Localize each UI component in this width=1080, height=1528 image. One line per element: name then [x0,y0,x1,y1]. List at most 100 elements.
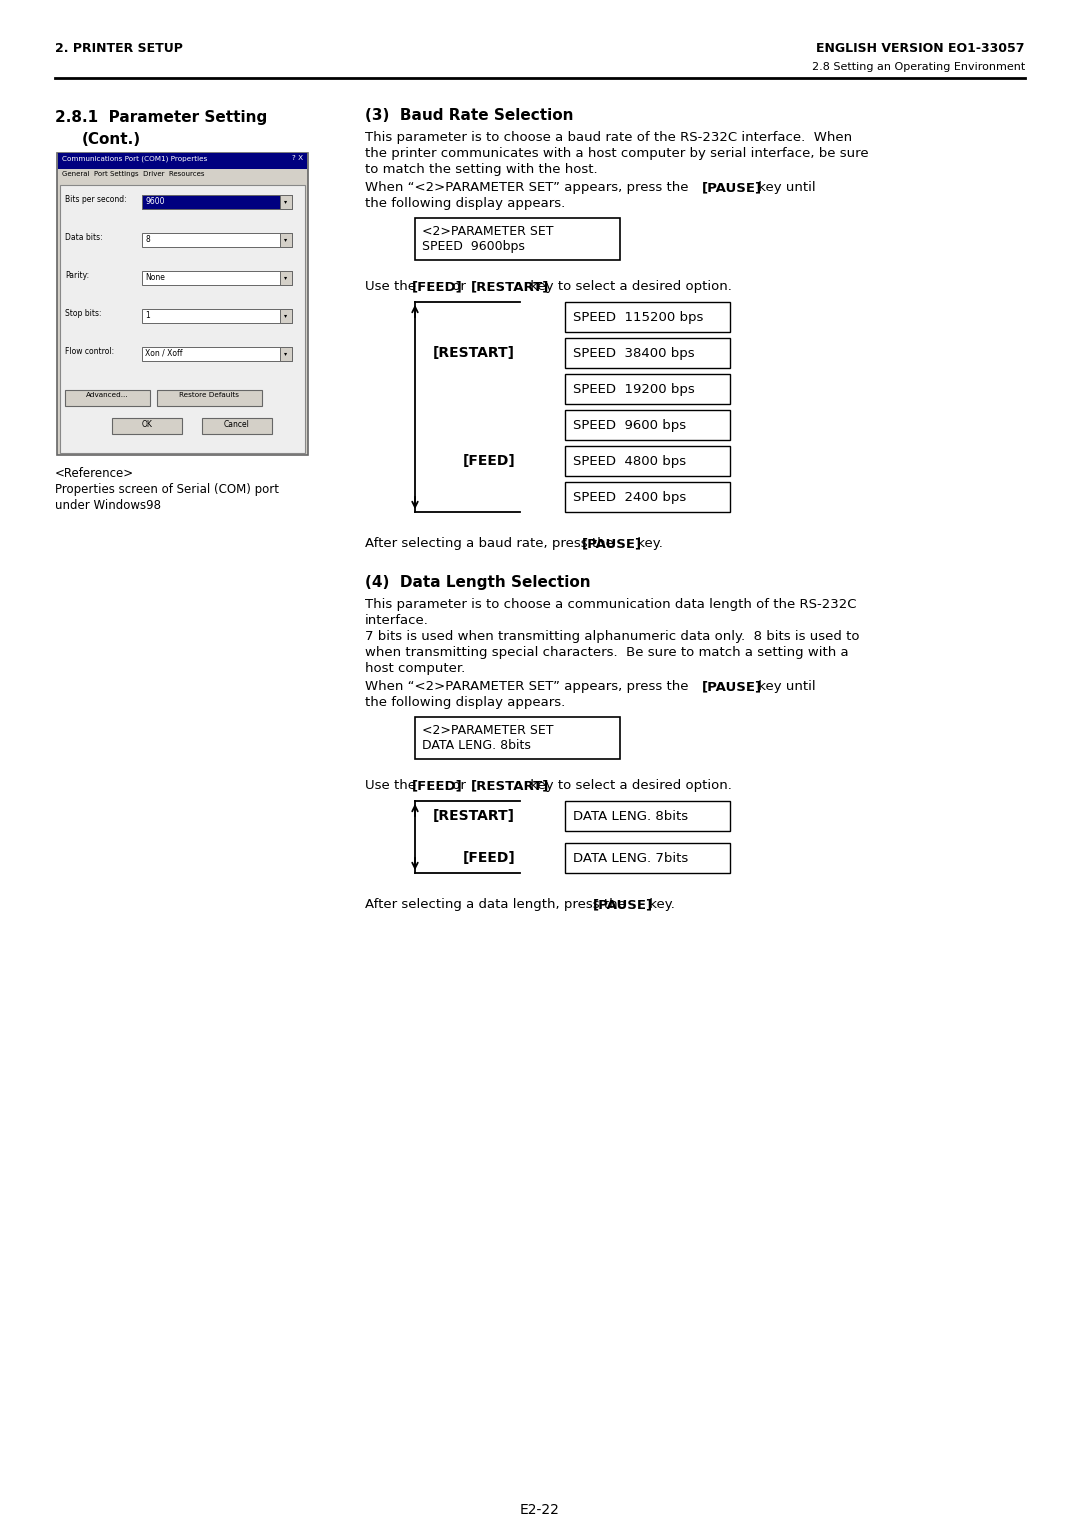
Text: the following display appears.: the following display appears. [365,197,565,209]
Bar [141,270,292,286]
Text: After selecting a baud rate, press the: After selecting a baud rate, press the [365,536,618,550]
Text: DATA LENG. 8bits: DATA LENG. 8bits [573,810,688,824]
Bar [565,303,730,332]
Text: 1: 1 [145,312,150,319]
Text: SPEED  4800 bps: SPEED 4800 bps [573,455,686,468]
Text: Communications Port (COM1) Properties: Communications Port (COM1) Properties [62,154,207,162]
Bar [141,196,292,209]
Bar [58,170,307,185]
Bar [280,196,292,209]
Bar [415,219,620,260]
Text: General  Port Settings  Driver  Resources: General Port Settings Driver Resources [62,171,204,177]
Text: Use the: Use the [365,280,420,293]
Text: ? X: ? X [292,154,303,160]
Text: [PAUSE]: [PAUSE] [593,898,652,911]
Text: When “<2>PARAMETER SET” appears, press the: When “<2>PARAMETER SET” appears, press t… [365,680,692,694]
Text: [FEED]: [FEED] [462,851,515,865]
Bar [141,347,292,361]
Text: Flow control:: Flow control: [65,347,114,356]
Text: This parameter is to choose a communication data length of the RS-232C: This parameter is to choose a communicat… [365,597,856,611]
Text: Properties screen of Serial (COM) port: Properties screen of Serial (COM) port [55,483,279,497]
Bar [60,185,305,452]
Text: Parity:: Parity: [65,270,90,280]
Text: the following display appears.: the following display appears. [365,695,565,709]
Text: Data bits:: Data bits: [65,232,103,241]
Bar [58,153,307,170]
Bar [565,410,730,440]
Text: <Reference>: <Reference> [55,468,134,480]
Text: Xon / Xoff: Xon / Xoff [145,348,183,358]
Text: SPEED  9600bps: SPEED 9600bps [422,240,525,254]
Bar [565,843,730,872]
Text: key to select a desired option.: key to select a desired option. [526,280,732,293]
Text: 8: 8 [145,235,150,244]
Bar [565,374,730,403]
Bar [65,390,150,406]
Text: ENGLISH VERSION EO1-33057: ENGLISH VERSION EO1-33057 [816,41,1025,55]
Text: [PAUSE]: [PAUSE] [702,180,762,194]
Bar [280,270,292,286]
Text: SPEED  115200 bps: SPEED 115200 bps [573,312,703,324]
Text: [PAUSE]: [PAUSE] [702,680,762,694]
Bar [280,309,292,322]
Text: [RESTART]: [RESTART] [471,779,550,792]
Bar [565,446,730,477]
Text: or: or [448,280,470,293]
Text: 7 bits is used when transmitting alphanumeric data only.  8 bits is used to: 7 bits is used when transmitting alphanu… [365,630,860,643]
Text: OK: OK [141,420,152,429]
Text: the printer communicates with a host computer by serial interface, be sure: the printer communicates with a host com… [365,147,868,160]
Bar [141,309,292,322]
Text: key until: key until [754,680,815,694]
Text: 2.8 Setting an Operating Environment: 2.8 Setting an Operating Environment [812,63,1025,72]
Text: host computer.: host computer. [365,662,465,675]
Text: None: None [145,274,165,283]
Text: 2.8.1  Parameter Setting: 2.8.1 Parameter Setting [55,110,267,125]
Bar [112,419,183,434]
Text: SPEED  38400 bps: SPEED 38400 bps [573,347,694,361]
Bar [202,419,272,434]
Text: (4)  Data Length Selection: (4) Data Length Selection [365,575,591,590]
Text: ▾: ▾ [284,275,287,281]
Text: ▾: ▾ [284,237,287,243]
Text: [FEED]: [FEED] [462,454,515,468]
Text: Bits per second:: Bits per second: [65,196,126,205]
Bar [280,347,292,361]
Text: ▾: ▾ [284,313,287,318]
Text: SPEED  9600 bps: SPEED 9600 bps [573,419,686,432]
Text: DATA LENG. 7bits: DATA LENG. 7bits [573,853,688,865]
Text: [FEED]: [FEED] [411,779,462,792]
Bar [280,232,292,248]
Text: to match the setting with the host.: to match the setting with the host. [365,163,597,176]
Text: [RESTART]: [RESTART] [433,808,515,824]
Text: Cancel: Cancel [224,420,249,429]
Text: ▾: ▾ [284,200,287,205]
Bar [565,338,730,368]
Bar [141,232,292,248]
Text: SPEED  2400 bps: SPEED 2400 bps [573,490,686,504]
Text: or: or [448,779,470,792]
Bar [415,717,620,759]
Bar [157,390,262,406]
Text: 2. PRINTER SETUP: 2. PRINTER SETUP [55,41,183,55]
Text: ▾: ▾ [284,351,287,356]
Text: (3)  Baud Rate Selection: (3) Baud Rate Selection [365,108,573,122]
Text: [PAUSE]: [PAUSE] [581,536,642,550]
Text: 9600: 9600 [145,197,164,206]
Text: DATA LENG. 8bits: DATA LENG. 8bits [422,740,531,752]
Text: key to select a desired option.: key to select a desired option. [526,779,732,792]
Text: key until: key until [754,180,815,194]
Text: <2>PARAMETER SET: <2>PARAMETER SET [422,225,554,238]
Text: <2>PARAMETER SET: <2>PARAMETER SET [422,724,554,736]
Text: when transmitting special characters.  Be sure to match a setting with a: when transmitting special characters. Be… [365,646,849,659]
Text: Advanced...: Advanced... [85,393,129,397]
Text: Use the: Use the [365,779,420,792]
Text: After selecting a data length, press the: After selecting a data length, press the [365,898,630,911]
Text: [FEED]: [FEED] [411,280,462,293]
Bar [565,481,730,512]
Text: This parameter is to choose a baud rate of the RS-232C interface.  When: This parameter is to choose a baud rate … [365,131,852,144]
Text: key.: key. [634,536,663,550]
Text: [RESTART]: [RESTART] [471,280,550,293]
Text: Stop bits:: Stop bits: [65,309,102,318]
Text: interface.: interface. [365,614,429,626]
Bar [57,153,308,455]
